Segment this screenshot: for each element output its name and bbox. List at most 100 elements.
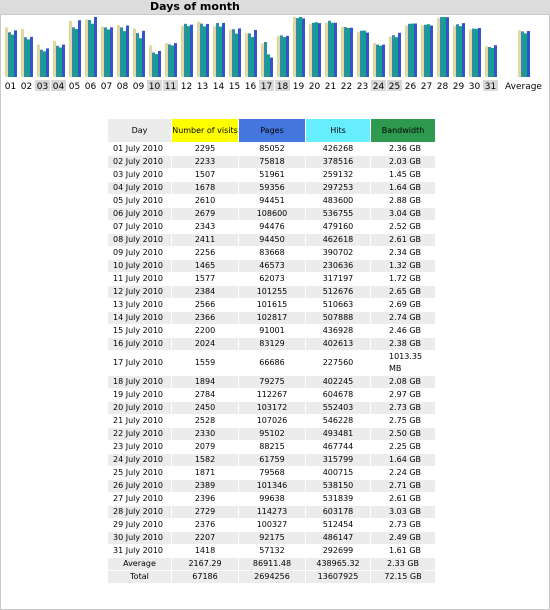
pages-cell: 103172 — [239, 402, 305, 414]
hits-cell: 604678 — [306, 389, 370, 401]
table-row: 09 July 2010 2256 83668 390702 2.34 GB — [108, 247, 435, 259]
table-row: 07 July 2010 2343 94476 479160 2.52 GB — [108, 221, 435, 233]
x-tick-label: 23 — [357, 82, 368, 92]
bar-18-series-3 — [286, 35, 289, 77]
visits-cell: 2200 — [172, 325, 238, 337]
x-tick-label: 16 — [245, 82, 257, 92]
bar-25-series-0 — [389, 36, 392, 77]
bar-31-series-2 — [491, 48, 494, 77]
x-tick-label: 04 — [53, 82, 65, 92]
visits-cell: 2610 — [172, 195, 238, 207]
x-tick-label: 18 — [277, 82, 289, 92]
bar-05-series-2 — [75, 29, 78, 77]
bar-08-series-1 — [120, 27, 123, 77]
days-table: Day Number of visits Pages Hits Bandwidt… — [107, 118, 436, 584]
bar-20-series-1 — [312, 22, 315, 77]
section-header: Days of month — [0, 0, 550, 15]
x-tick-label: 24 — [373, 82, 385, 92]
hits-cell: 603178 — [306, 506, 370, 518]
day-cell: 30 July 2010 — [108, 532, 171, 544]
bar-17-series-1 — [264, 42, 267, 77]
hits-cell: 292699 — [306, 545, 370, 557]
weekend-label-bg — [275, 80, 290, 91]
bar-27-series-0 — [421, 25, 424, 77]
bar-14-series-0 — [213, 26, 216, 77]
table-row: 20 July 2010 2450 103172 552403 2.73 GB — [108, 402, 435, 414]
bar-19-series-1 — [296, 18, 299, 78]
bandwidth-cell: 1.64 GB — [371, 182, 435, 194]
bar-14-series-2 — [219, 26, 222, 78]
hits-cell: 462618 — [306, 234, 370, 246]
total-pages: 2694256 — [239, 571, 305, 583]
bar-15-series-2 — [235, 33, 238, 77]
table-row: 02 July 2010 2233 75818 378516 2.03 GB — [108, 156, 435, 168]
bar-30-series-1 — [472, 28, 475, 78]
pages-cell: 88215 — [239, 441, 305, 453]
x-tick-label: 27 — [421, 82, 432, 92]
pages-cell: 91001 — [239, 325, 305, 337]
bar-03-series-2 — [43, 51, 46, 77]
x-tick-label: 19 — [293, 82, 305, 92]
table-row: 27 July 2010 2396 99638 531839 2.61 GB — [108, 493, 435, 505]
bar-09-series-1 — [136, 33, 139, 77]
bar-30-series-0 — [469, 29, 472, 77]
bar-27-series-1 — [424, 24, 427, 77]
hits-cell: 486147 — [306, 532, 370, 544]
hits-cell: 378516 — [306, 156, 370, 168]
table-row: 18 July 2010 1894 79275 402245 2.08 GB — [108, 376, 435, 388]
bandwidth-cell: 2.34 GB — [371, 247, 435, 259]
day-cell: 29 July 2010 — [108, 519, 171, 531]
bar-26-series-3 — [414, 23, 417, 77]
x-tick-label: 12 — [181, 82, 192, 92]
bar-23-series-3 — [366, 32, 369, 77]
pages-cell: 51961 — [239, 169, 305, 181]
x-tick-label: 26 — [405, 82, 417, 92]
bar-21-series-0 — [325, 22, 328, 77]
bar-06-series-0 — [85, 19, 88, 77]
bar-26-series-1 — [408, 23, 411, 77]
bar-01-series-3 — [14, 30, 17, 77]
bar-31-series-1 — [488, 47, 491, 77]
table-row: 25 July 2010 1871 79568 400715 2.24 GB — [108, 467, 435, 479]
bar-03-series-0 — [37, 44, 40, 77]
table-row: 22 July 2010 2330 95102 493481 2.50 GB — [108, 428, 435, 440]
bar-12-series-2 — [187, 26, 190, 78]
day-cell: 26 July 2010 — [108, 480, 171, 492]
bar-10-series-1 — [152, 52, 155, 77]
hits-cell: 297253 — [306, 182, 370, 194]
day-cell: 27 July 2010 — [108, 493, 171, 505]
table-row: 16 July 2010 2024 83129 402613 2.38 GB — [108, 338, 435, 350]
weekend-label-bg — [387, 80, 402, 91]
x-tick-label: 30 — [469, 82, 481, 92]
hits-cell: 512676 — [306, 286, 370, 298]
weekend-label-bg — [51, 80, 66, 91]
table-row: 14 July 2010 2366 102817 507888 2.74 GB — [108, 312, 435, 324]
bandwidth-cell: 2.25 GB — [371, 441, 435, 453]
bar-20-series-0 — [309, 24, 312, 77]
visits-cell: 1678 — [172, 182, 238, 194]
bar-09-series-2 — [139, 38, 142, 77]
visits-cell: 2450 — [172, 402, 238, 414]
weekend-label-bg — [259, 80, 274, 91]
pages-cell: 102817 — [239, 312, 305, 324]
bar-12-series-3 — [190, 24, 193, 77]
table-row: 08 July 2010 2411 94450 462618 2.61 GB — [108, 234, 435, 246]
bar-15-series-3 — [238, 28, 241, 77]
total-bandwidth: 72.15 GB — [371, 571, 435, 583]
pages-cell: 85052 — [239, 143, 305, 155]
section-title: Days of month — [150, 0, 240, 13]
average-visits: 2167.29 — [172, 558, 238, 570]
visits-cell: 2566 — [172, 299, 238, 311]
x-tick-label: 28 — [437, 82, 449, 92]
visits-cell: 2295 — [172, 143, 238, 155]
bar-18-series-0 — [277, 36, 280, 77]
bandwidth-cell: 1.45 GB — [371, 169, 435, 181]
x-tick-label: 25 — [389, 82, 400, 92]
hits-cell: 467744 — [306, 441, 370, 453]
bar-01-series-0 — [5, 27, 8, 77]
bandwidth-cell: 2.88 GB — [371, 195, 435, 207]
bar-31-series-3 — [494, 45, 497, 77]
day-cell: 31 July 2010 — [108, 545, 171, 557]
total-label: Total — [108, 571, 171, 583]
visits-cell: 1577 — [172, 273, 238, 285]
